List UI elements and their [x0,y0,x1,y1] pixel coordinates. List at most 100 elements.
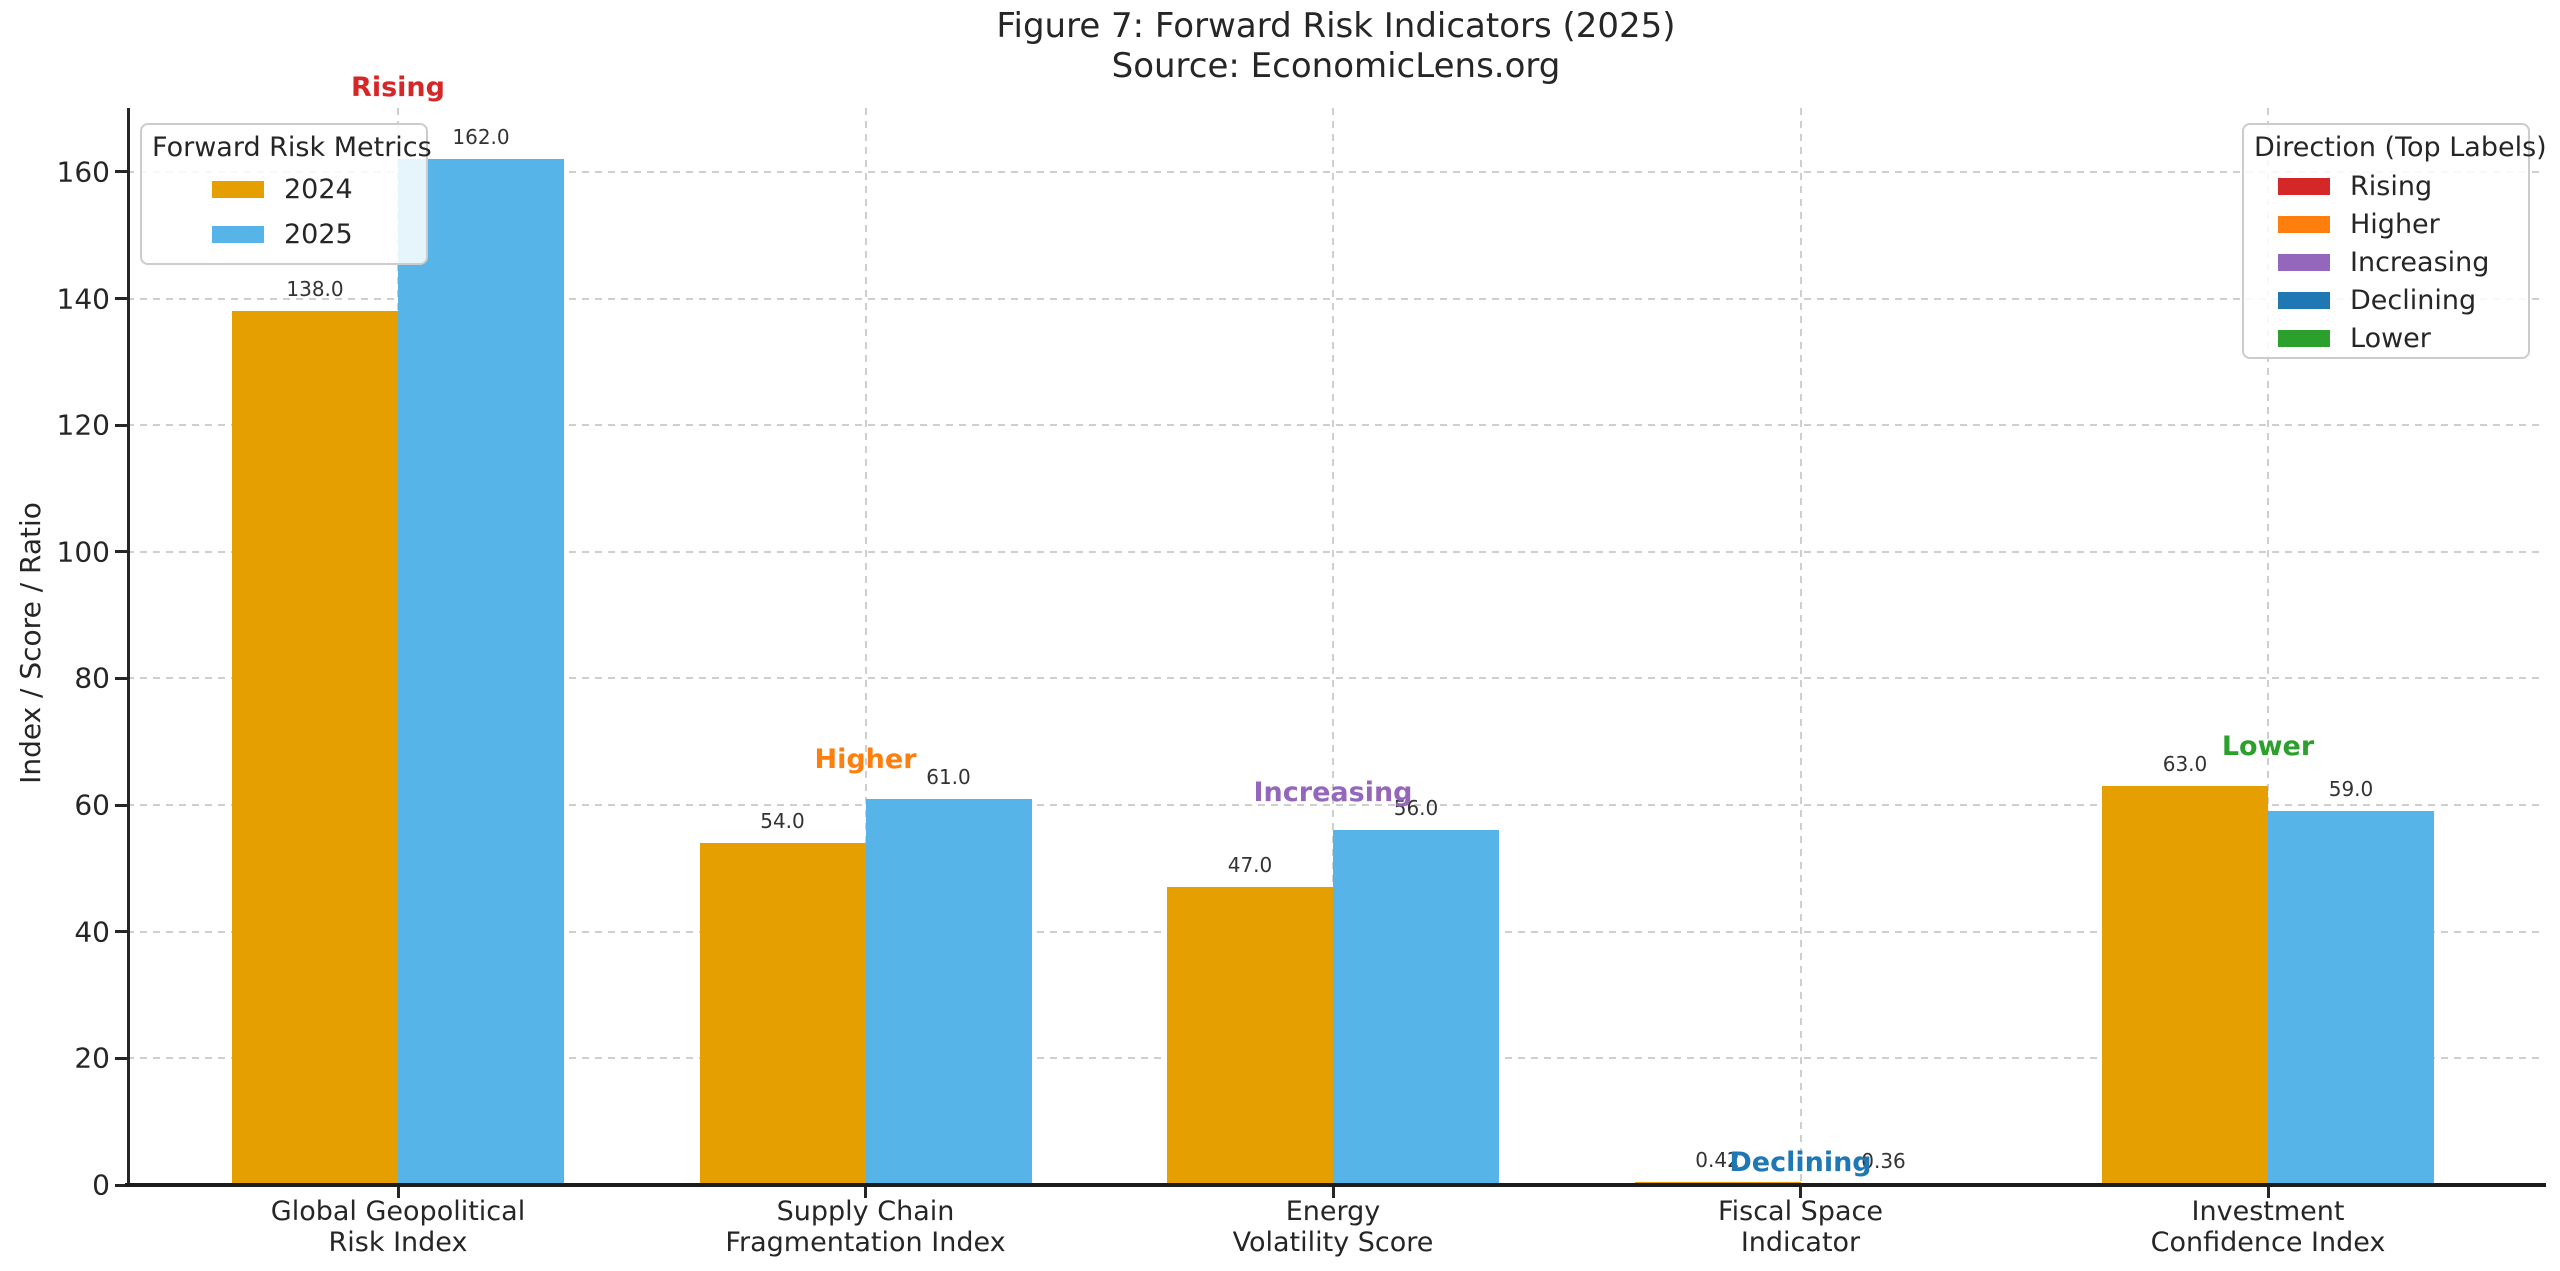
gridline-horizontal [127,170,2545,173]
x-category-label: Investment Confidence Index [2151,1196,2386,1258]
x-tick-mark [2266,1187,2270,1198]
gridline-vertical [1799,108,1802,1185]
legend-label: Declining [2350,284,2477,316]
y-tick-mark [115,297,127,301]
y-axis-title: Index / Score / Ratio [14,502,47,784]
x-category-label-line2: Confidence Index [2150,1227,2386,1258]
legend-label: 2025 [284,219,353,250]
direction-label: Lower [2221,730,2315,762]
x-category-label-line1: Energy [1285,1196,1381,1227]
gridline-horizontal [127,424,2545,427]
bar-value-label: 162.0 [452,125,510,150]
y-tick-mark [115,550,127,554]
legend-item-rising: Rising [2278,167,2518,205]
x-category-label-line2: Volatility Score [1232,1227,1434,1258]
legend-label: Increasing [2350,246,2490,278]
y-tick-mark [115,170,127,174]
x-category-label-line2: Fragmentation Index [725,1227,1006,1258]
bar-2024 [1167,887,1333,1185]
bar-2025 [2268,811,2434,1185]
x-category-label: Global Geopolitical Risk Index [271,1196,525,1258]
gridline-horizontal [127,297,2545,300]
y-tick-label: 160 [56,155,110,189]
bar-value-label: 61.0 [926,764,971,789]
y-tick-label: 140 [56,282,110,316]
legend-label: Higher [2350,208,2440,240]
legend-swatch-rising [2278,177,2330,195]
legend-direction: Direction (Top Labels) Rising Higher Incre… [2242,123,2547,359]
direction-label: Higher [814,743,917,775]
bar-value-label: 59.0 [2328,777,2374,802]
bar-2024 [2102,786,2268,1185]
x-category-label-line1: Supply Chain [776,1196,955,1227]
legend-direction-rows: Rising Higher Increasing Declining Lower [2254,167,2518,357]
bar-value-label: 56.0 [1393,796,1439,821]
gridline-horizontal [127,550,2545,553]
x-axis-spine [125,1183,2546,1187]
y-tick-mark [115,676,127,680]
legend-direction-title: Direction (Top Labels) [2254,132,2547,163]
y-axis-spine [127,108,130,1187]
legend-swatch-2025 [212,226,264,243]
y-tick-label: 40 [74,915,110,949]
bar-2025 [865,798,1032,1185]
figure-title-line1: Figure 7: Forward Risk Indicators (2025) [996,6,1676,46]
legend-item-2025: 2025 [212,212,416,257]
legend-swatch-2024 [212,181,264,198]
x-category-label-line2: Indicator [1740,1227,1861,1258]
legend-swatch-increasing [2278,253,2330,271]
gridline-horizontal [127,677,2545,680]
x-tick-mark [396,1187,400,1198]
figure-title-line2: Source: EconomicLens.org [1111,46,1561,86]
bar-value-label: 47.0 [1227,853,1273,878]
legend-swatch-higher [2278,215,2330,233]
legend-label: Rising [2350,170,2433,202]
x-tick-mark [1799,1187,1802,1198]
y-tick-mark [115,930,127,934]
legend-item-higher: Higher [2278,205,2518,243]
y-tick-label: 0 [92,1168,110,1202]
x-category-label: Energy Volatility Score [1233,1196,1434,1258]
figure-title: Figure 7: Forward Risk Indicators (2025)… [996,6,1675,86]
legend-label: Lower [2350,322,2431,354]
direction-label: Declining [1729,1146,1872,1178]
legend-metrics-title: Forward Risk Metrics [152,132,432,163]
y-tick-label: 120 [56,408,110,442]
y-tick-label: 20 [74,1041,110,1075]
gridline-vertical [864,108,867,1185]
y-tick-mark [115,423,127,427]
y-tick-label: 80 [74,661,110,695]
bar-value-label: 54.0 [760,809,805,834]
x-category-label: Fiscal Space Indicator [1718,1196,1883,1258]
bar-2025 [398,159,564,1185]
y-tick-mark [115,803,127,807]
x-category-label-line1: Global Geopolitical [270,1196,526,1227]
bar-2025 [1333,830,1499,1185]
direction-label: Increasing [1253,777,1413,809]
legend-item-lower: Lower [2278,319,2518,357]
bar-2024 [232,311,398,1185]
legend-forward-risk-metrics: Forward Risk Metrics 2024 2025 [140,123,432,265]
y-tick-label: 100 [56,535,110,569]
x-tick-mark [1331,1187,1335,1198]
legend-label: 2024 [284,174,353,205]
gridline-vertical [2267,108,2269,1185]
legend-metrics-rows: 2024 2025 [152,167,416,257]
y-tick-mark [115,1056,127,1060]
bar-2024 [699,843,866,1185]
direction-label: Rising [351,72,445,104]
legend-swatch-declining [2278,291,2330,309]
x-category-label: Supply Chain Fragmentation Index [725,1196,1005,1258]
x-tick-mark [864,1187,867,1198]
legend-swatch-lower [2278,329,2330,347]
legend-item-2024: 2024 [212,167,416,212]
bar-value-label: 0.36 [1861,1148,1906,1173]
legend-item-increasing: Increasing [2278,243,2518,281]
x-category-label-line1: Investment [2191,1196,2345,1227]
legend-item-declining: Declining [2278,281,2518,319]
bar-value-label: 63.0 [2162,752,2208,777]
x-category-label-line1: Fiscal Space [1718,1196,1883,1227]
bar-value-label: 138.0 [286,277,344,302]
x-category-label-line2: Risk Index [328,1227,468,1258]
